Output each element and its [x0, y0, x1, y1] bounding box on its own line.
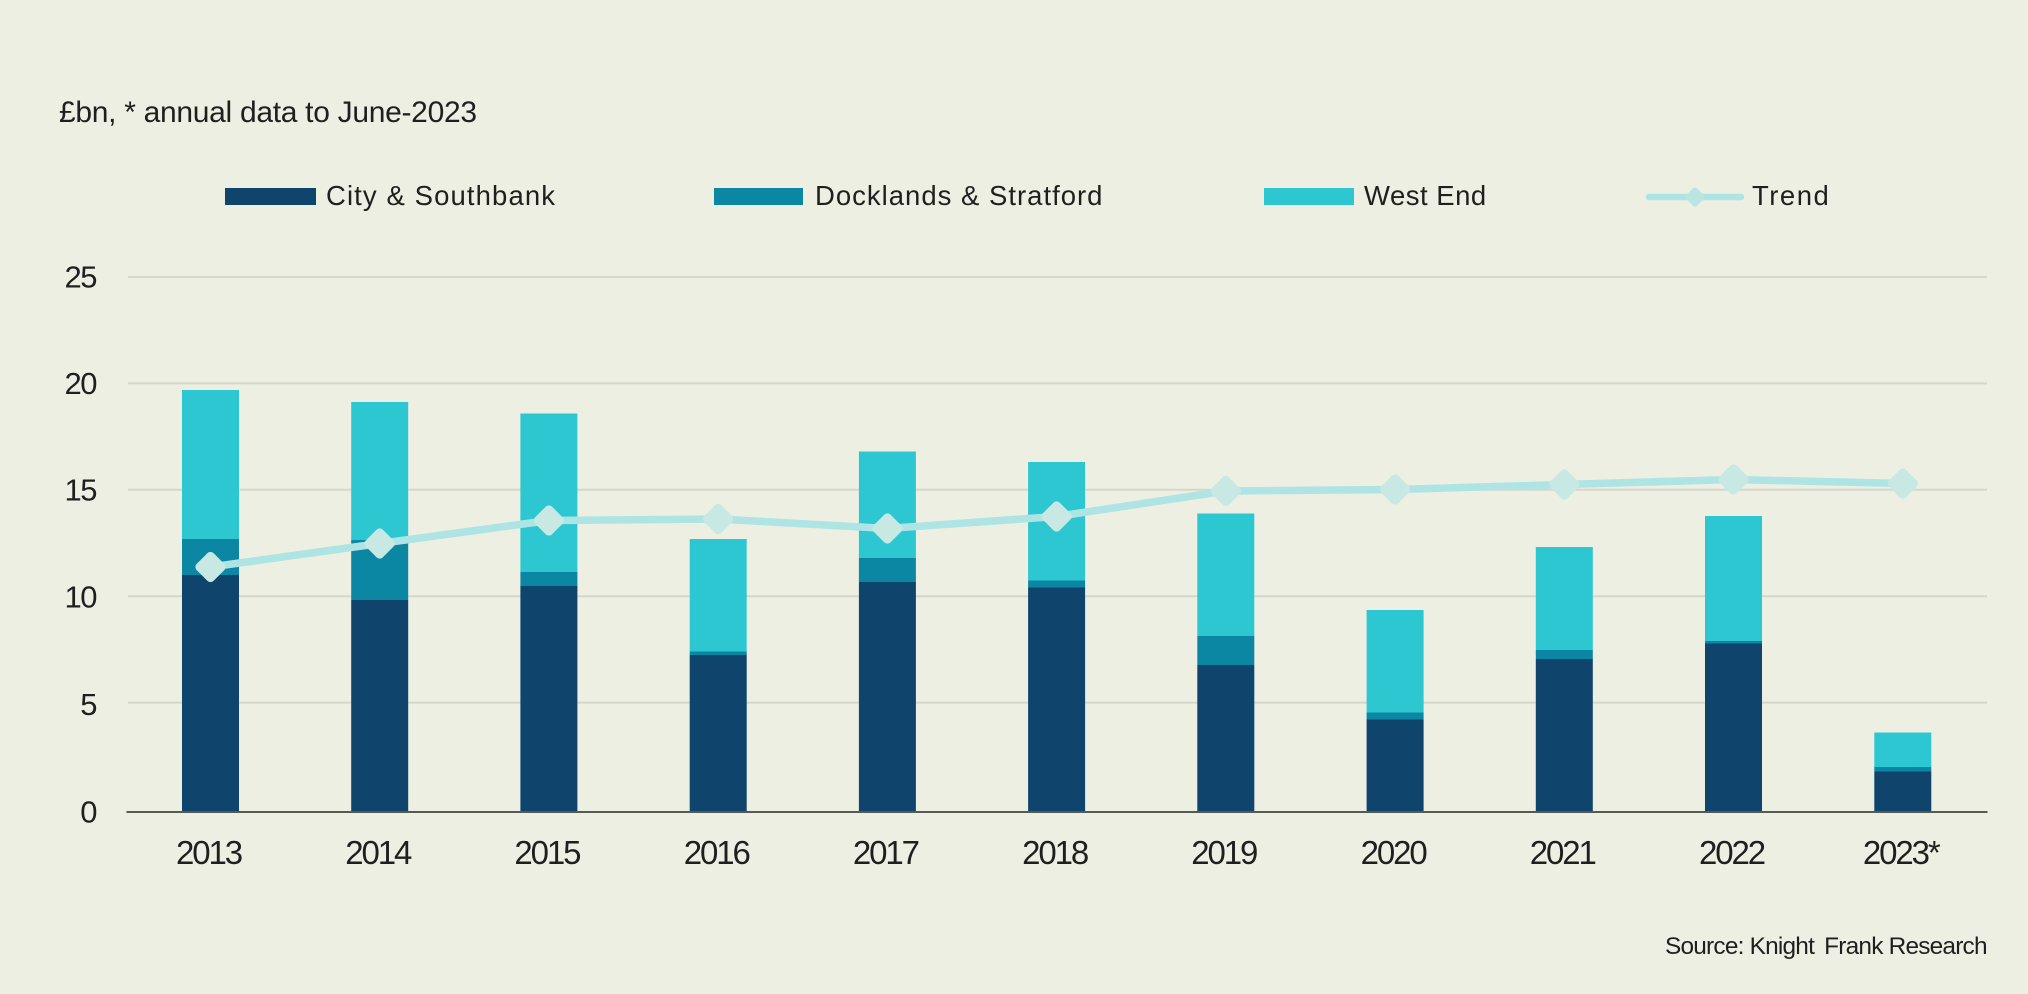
svg-text:5: 5: [80, 687, 96, 722]
svg-text:West End: West End: [1364, 180, 1487, 211]
svg-text:Docklands & Stratford: Docklands & Stratford: [815, 180, 1103, 211]
svg-text:0: 0: [80, 795, 97, 830]
svg-text:City & Southbank: City & Southbank: [326, 180, 556, 211]
svg-text:2013: 2013: [176, 834, 242, 871]
svg-text:2023*: 2023*: [1863, 834, 1941, 871]
svg-text:2014: 2014: [345, 834, 412, 871]
svg-text:25: 25: [65, 260, 97, 295]
svg-text:£bn, * annual data to June-202: £bn, * annual data to June-2023: [59, 96, 477, 129]
svg-text:2018: 2018: [1022, 834, 1088, 871]
svg-text:2022: 2022: [1699, 834, 1765, 871]
svg-text:2015: 2015: [514, 834, 580, 871]
svg-text:2020: 2020: [1361, 834, 1428, 871]
svg-text:2017: 2017: [853, 834, 919, 871]
svg-text:Trend: Trend: [1752, 180, 1830, 211]
svg-text:2016: 2016: [684, 834, 750, 871]
svg-text:Source: Knight Frank Research: Source: Knight Frank Research: [1665, 933, 1987, 960]
svg-text:15: 15: [65, 473, 97, 508]
svg-text:2019: 2019: [1191, 834, 1257, 871]
svg-text:20: 20: [65, 366, 98, 401]
svg-text:10: 10: [65, 580, 98, 615]
svg-text:2021: 2021: [1530, 834, 1596, 871]
